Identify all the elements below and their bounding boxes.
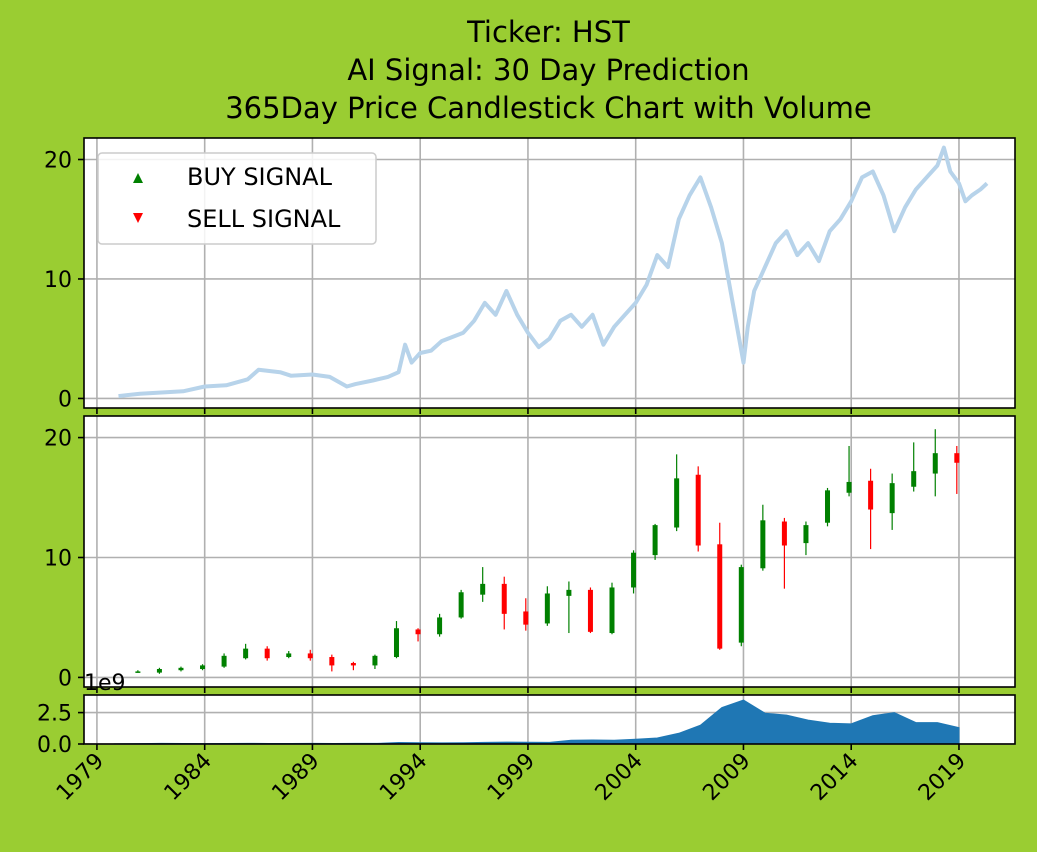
candle-body xyxy=(609,587,615,634)
candle-body xyxy=(544,593,550,624)
price-ytick-label: 10 xyxy=(44,268,72,293)
x-tick-label: 2014 xyxy=(806,749,863,806)
candle-body xyxy=(846,481,852,493)
volume-panel: 0.0 2.5 1e9 xyxy=(37,671,1016,758)
candle-body xyxy=(458,592,464,618)
candle-ytick-label: 0 xyxy=(58,666,72,691)
x-tick-label: 2004 xyxy=(591,749,648,806)
volume-ytick-label: 0.0 xyxy=(37,733,72,758)
buy-signal-marker-icon xyxy=(133,173,143,183)
chart-title-line3: 365Day Price Candlestick Chart with Volu… xyxy=(225,91,872,125)
candle-body xyxy=(803,525,809,544)
x-tick-label: 1999 xyxy=(483,749,540,806)
legend-buy-label: BUY SIGNAL xyxy=(187,163,333,191)
candle-body xyxy=(738,567,744,643)
candle-ytick-label: 10 xyxy=(44,546,72,571)
candle-body xyxy=(178,667,184,671)
candle-body xyxy=(307,653,313,659)
x-tick-label: 2009 xyxy=(698,749,755,806)
candle-body xyxy=(200,665,206,670)
legend-box xyxy=(97,152,377,245)
legend: BUY SIGNAL SELL SIGNAL xyxy=(97,152,377,245)
price-ytick-label: 0 xyxy=(58,387,72,412)
candle-body xyxy=(264,648,270,659)
candle-ytick-label: 20 xyxy=(44,427,72,452)
candle-body xyxy=(221,655,227,667)
legend-sell-label: SELL SIGNAL xyxy=(187,205,341,233)
candle-body xyxy=(135,671,141,673)
x-tick-label: 1984 xyxy=(160,749,217,806)
volume-offset-label: 1e9 xyxy=(84,671,126,696)
candle-body xyxy=(587,589,593,632)
volume-ytick-label: 2.5 xyxy=(37,702,72,727)
candle-body xyxy=(631,552,637,588)
candle-body xyxy=(523,611,529,625)
x-tick-label: 2019 xyxy=(914,749,971,806)
candle-body xyxy=(437,617,443,635)
chart-title-line1: Ticker: HST xyxy=(467,15,630,49)
volume-frame xyxy=(83,694,1016,745)
chart-title-line2: AI Signal: 30 Day Prediction xyxy=(347,53,750,87)
candlestick-panel: 0 10 20 xyxy=(44,415,1016,693)
candle-body xyxy=(415,629,421,635)
candle-body xyxy=(717,544,723,649)
candle-body xyxy=(372,655,378,666)
price-frame xyxy=(83,137,1016,409)
candle-body xyxy=(652,525,658,556)
x-tick-label: 1989 xyxy=(267,749,324,806)
candle-body xyxy=(781,521,787,546)
candle-body xyxy=(889,483,895,514)
candle-body xyxy=(868,480,874,510)
candle-body xyxy=(243,648,249,659)
x-tick-label: 1994 xyxy=(375,749,432,806)
candle-body xyxy=(286,653,292,658)
price-line-series xyxy=(118,145,989,399)
candle-body xyxy=(954,453,960,463)
candle-body xyxy=(501,583,507,614)
candle-body xyxy=(760,520,766,569)
candle-plot-area xyxy=(84,416,1015,687)
candle-frame xyxy=(83,415,1016,688)
sell-signal-marker-icon xyxy=(133,213,143,223)
candle-body xyxy=(932,453,938,474)
candle-body xyxy=(695,474,701,546)
candle-body xyxy=(566,589,572,596)
candle-body xyxy=(393,628,399,658)
candle-body xyxy=(911,471,917,487)
candle-body xyxy=(674,478,680,528)
candle-body xyxy=(350,663,356,666)
candle-body xyxy=(480,583,486,595)
candle-body xyxy=(329,657,335,666)
price-ytick-label: 20 xyxy=(44,149,72,174)
x-axis: 1979 1984 1989 1994 1999 2004 2009 2014 2019 xyxy=(52,749,971,806)
candle-body xyxy=(156,669,162,673)
candle-body xyxy=(825,490,831,523)
